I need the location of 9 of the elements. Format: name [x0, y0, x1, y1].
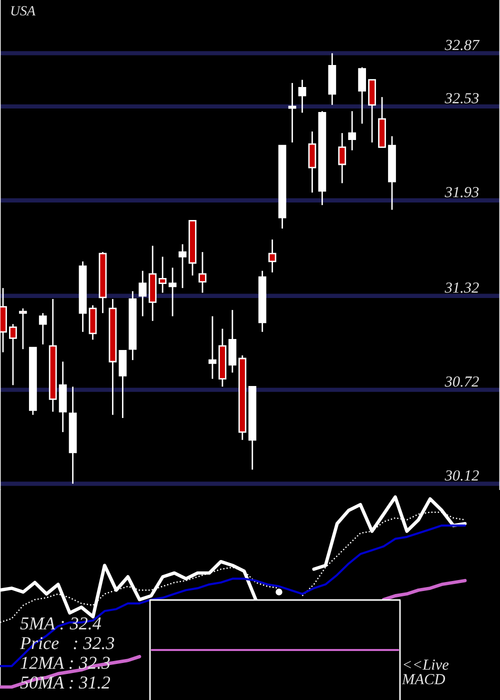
- y-tick-label: 31.93: [444, 187, 479, 198]
- y-tick-label: 30.12: [444, 470, 479, 481]
- y-tick-label: 32.53: [444, 93, 479, 104]
- annotation: USA: [11, 6, 36, 16]
- y-tick-label: 32.87: [444, 40, 480, 50]
- y-tick-label: 31.32: [444, 282, 479, 293]
- y-tick-label: 30.72: [444, 376, 479, 387]
- annotation: <<Live: [404, 660, 449, 670]
- annotation: MACD: [402, 674, 446, 684]
